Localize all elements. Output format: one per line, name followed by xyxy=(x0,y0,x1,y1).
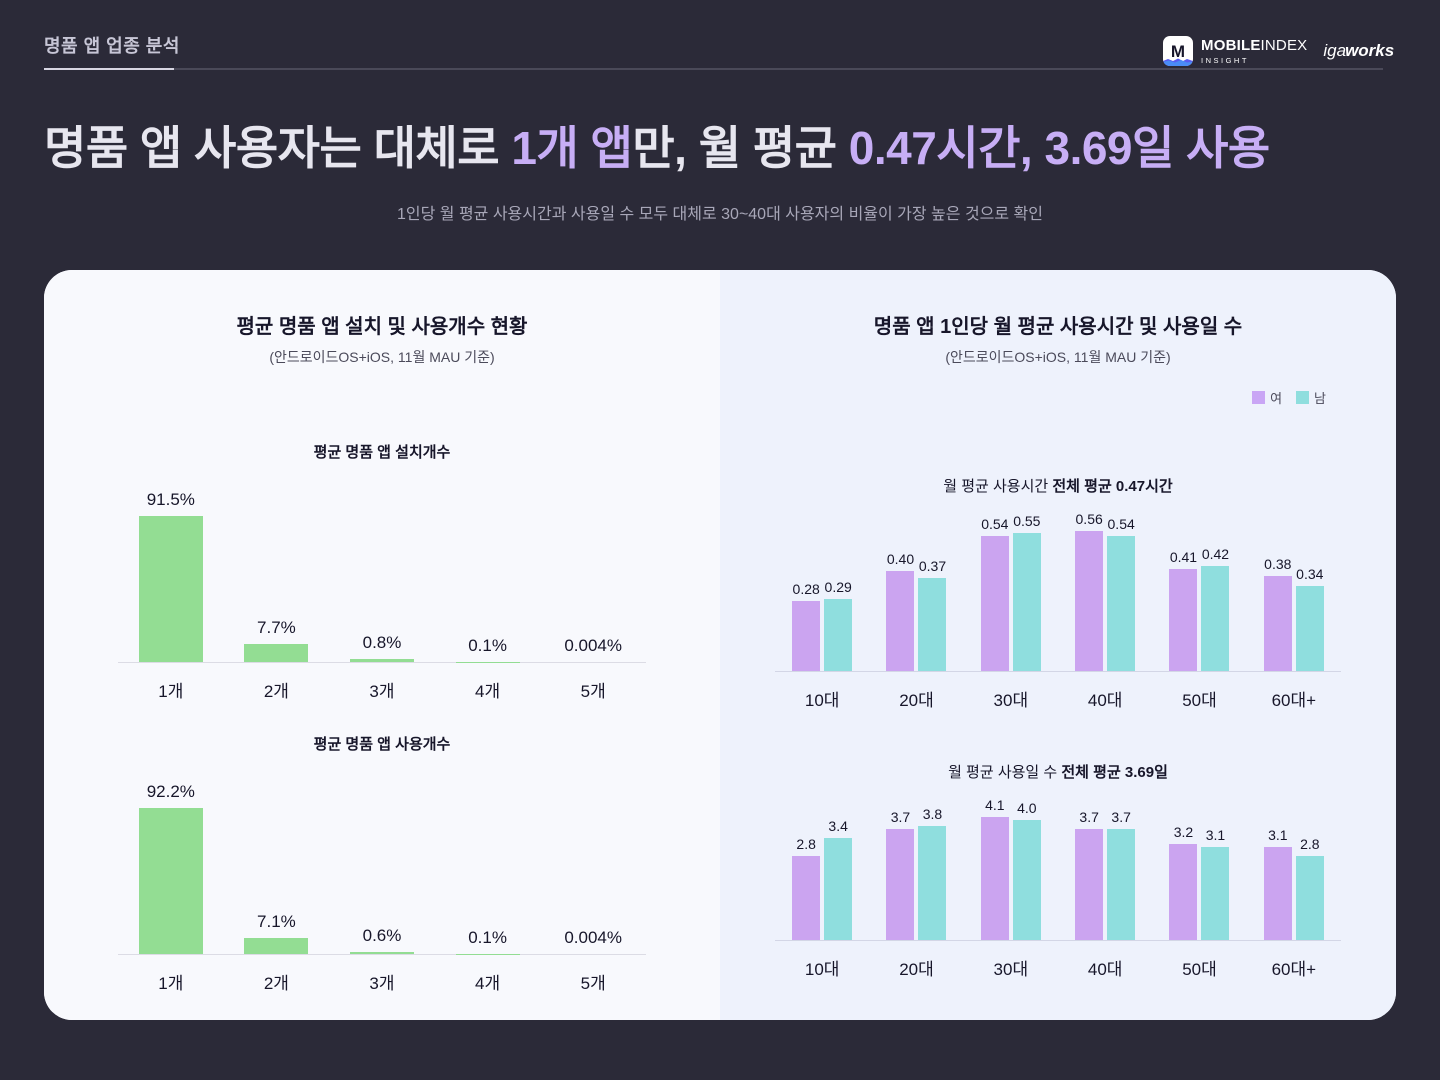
svg-text:M: M xyxy=(1171,42,1185,61)
